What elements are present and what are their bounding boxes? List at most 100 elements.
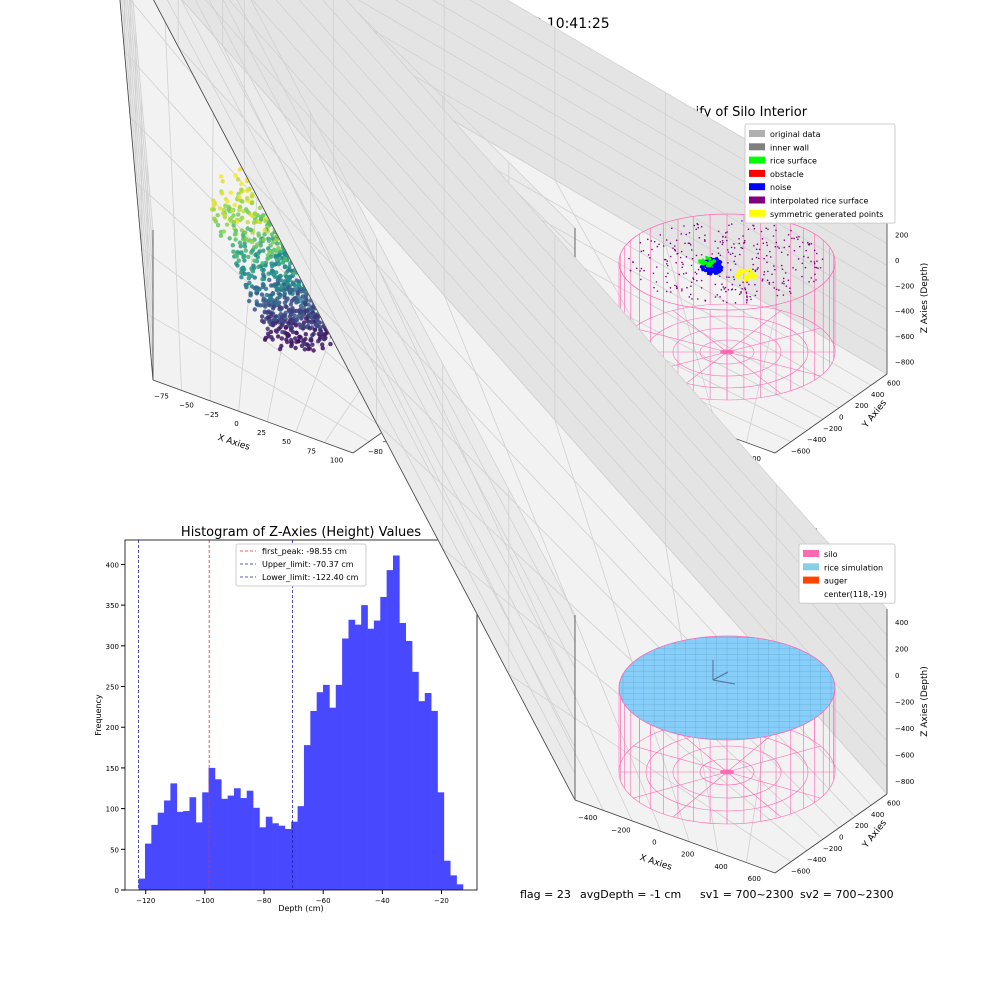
silo-wire <box>726 771 821 799</box>
histogram-bar <box>259 827 267 890</box>
histogram-bar <box>144 843 152 890</box>
data-point <box>285 331 290 337</box>
interpolated-point <box>696 222 698 225</box>
interpolated-point <box>689 293 692 296</box>
interpolated-point <box>698 237 701 239</box>
grid-line <box>376 422 824 840</box>
interpolated-point <box>643 269 645 272</box>
x-tick-label: 50 <box>282 438 291 446</box>
rice-surface-point <box>713 259 717 263</box>
legend-swatch <box>803 576 819 584</box>
data-point <box>288 302 294 307</box>
legend-swatch <box>749 130 765 137</box>
interpolated-point <box>784 272 787 274</box>
data-point <box>242 271 247 277</box>
legend-swatch <box>749 196 765 204</box>
interpolated-point <box>717 247 719 249</box>
symmetric-point <box>745 278 749 282</box>
interpolated-point <box>726 276 728 278</box>
data-point <box>303 336 308 342</box>
data-point <box>296 282 302 288</box>
panel-title: Histogram of Z-Axies (Height) Values <box>181 525 421 540</box>
data-point <box>261 237 266 242</box>
interpolated-point <box>816 252 818 255</box>
interpolated-point <box>690 249 693 251</box>
x-axis-label: X Axies <box>216 433 251 453</box>
interpolated-point <box>752 224 754 227</box>
legend-box <box>798 543 896 604</box>
histogram-bar <box>164 800 171 890</box>
interpolated-point <box>749 295 751 298</box>
interpolated-point <box>696 298 699 300</box>
histogram-bar <box>246 790 254 890</box>
interpolated-point <box>782 280 785 283</box>
data-point <box>287 323 292 328</box>
histogram-bar <box>348 619 356 890</box>
data-point <box>239 181 244 187</box>
data-point <box>238 244 243 249</box>
interpolated-point <box>813 280 815 283</box>
x-tick-label: −80 <box>257 897 272 905</box>
histogram-bar <box>399 623 407 890</box>
x-tick-label: −400 <box>578 814 597 822</box>
data-point <box>245 220 250 225</box>
interpolated-point <box>767 270 769 273</box>
interpolated-point <box>696 279 698 282</box>
histogram-bar <box>202 792 209 890</box>
legend-entry: rice simulation <box>824 563 883 572</box>
interpolated-point <box>728 276 730 278</box>
interpolated-point <box>761 238 764 240</box>
data-point <box>249 284 255 289</box>
histogram-bar <box>386 570 394 890</box>
silo-wire <box>633 327 728 353</box>
interpolated-point <box>813 262 816 265</box>
data-point <box>310 333 315 338</box>
data-point <box>282 313 288 318</box>
data-point <box>258 240 263 245</box>
interpolated-point <box>722 241 724 244</box>
data-point <box>287 318 293 323</box>
interpolated-point <box>742 235 744 237</box>
symmetric-point <box>736 274 740 278</box>
y-tick-label: 150 <box>106 765 119 773</box>
data-point <box>287 284 292 289</box>
data-point <box>296 287 301 292</box>
interpolated-point <box>761 278 764 280</box>
interpolated-point <box>821 258 824 261</box>
interpolated-point <box>734 302 737 304</box>
data-point <box>245 209 250 214</box>
data-point <box>262 232 267 237</box>
interpolated-point <box>819 266 822 269</box>
data-point <box>294 278 299 283</box>
grid-line <box>163 0 182 391</box>
interpolated-point <box>718 275 721 277</box>
y-tick-label: 50 <box>110 846 119 854</box>
legend-entry: obstacle <box>770 170 804 179</box>
data-point <box>321 324 326 329</box>
data-point <box>284 304 289 310</box>
y-tick-label: −600 <box>791 447 810 455</box>
interpolated-point <box>629 269 632 272</box>
interpolated-point <box>773 268 776 271</box>
data-point <box>287 274 292 280</box>
interpolated-point <box>754 270 757 273</box>
interpolated-point <box>664 258 667 261</box>
histogram-bar <box>208 767 216 890</box>
interpolated-point <box>808 281 810 283</box>
data-point <box>288 261 293 266</box>
grid-line <box>236 0 888 642</box>
histogram-bar <box>297 806 305 890</box>
z-tick-label: −600 <box>895 751 914 759</box>
interpolated-point <box>678 273 681 276</box>
interpolated-point <box>690 264 693 267</box>
data-point <box>215 223 221 228</box>
data-point <box>238 270 244 275</box>
interpolated-point <box>720 289 723 291</box>
z-axis-label: Z Axies (Depth) <box>920 263 930 334</box>
data-point <box>282 295 287 300</box>
interpolated-point <box>813 261 816 263</box>
legend-swatch <box>749 143 765 151</box>
data-point <box>223 203 228 208</box>
data-point <box>239 251 244 256</box>
symmetric-point <box>746 274 750 278</box>
